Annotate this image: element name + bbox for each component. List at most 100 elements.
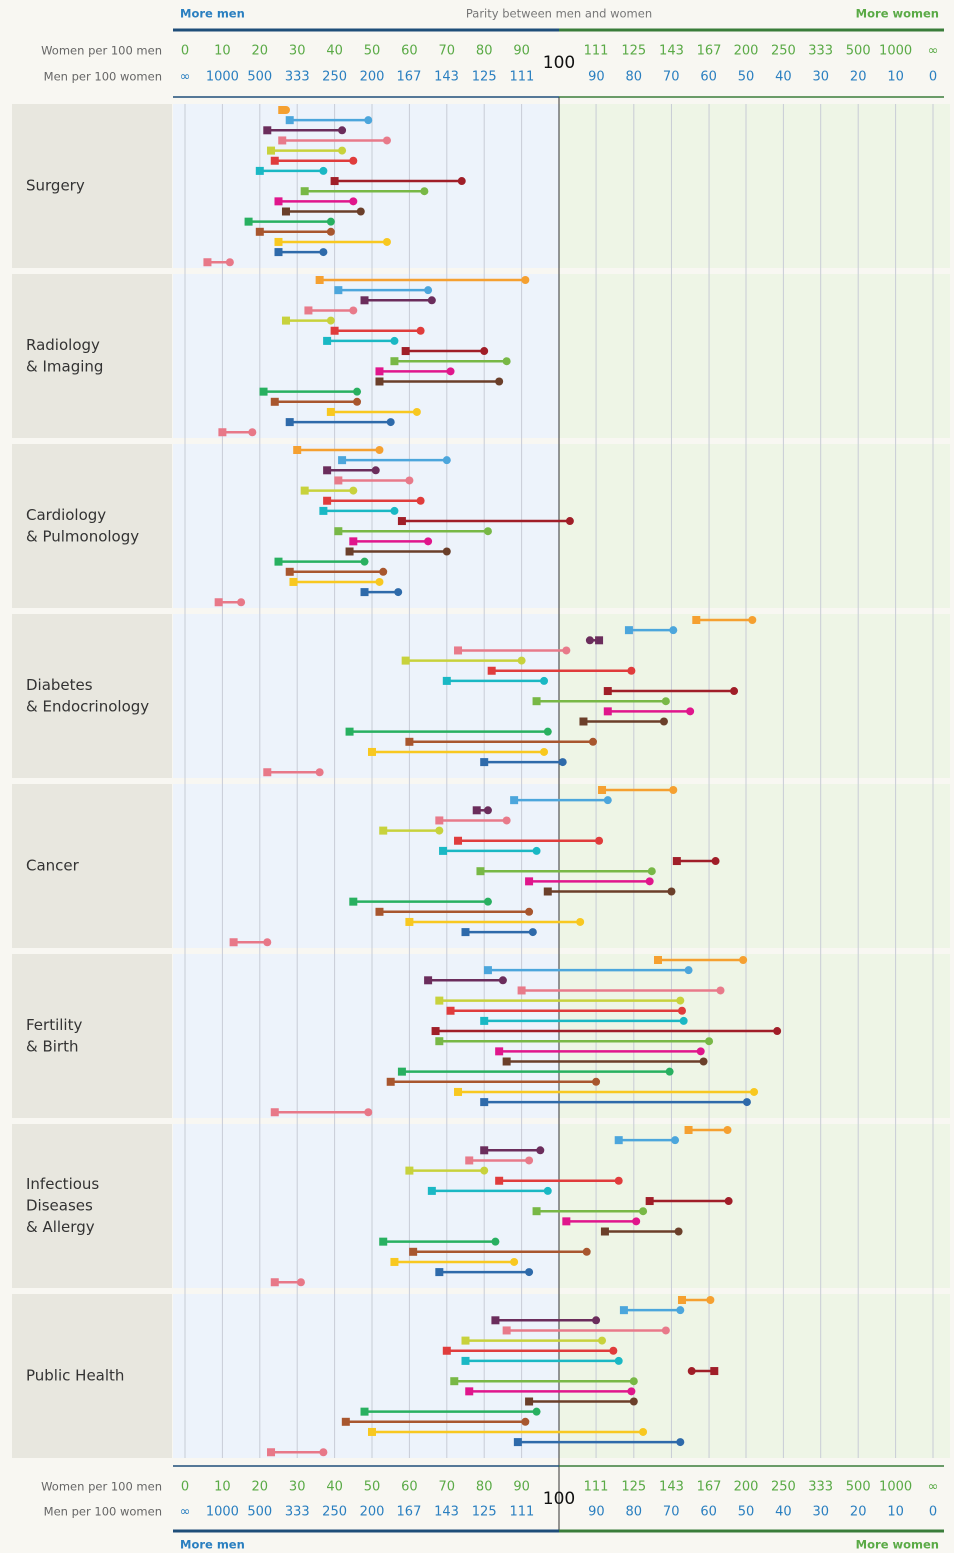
end-marker — [639, 1207, 648, 1216]
end-marker — [536, 1146, 545, 1155]
x-tick-label: 70 — [439, 1480, 456, 1495]
end-marker — [595, 836, 604, 845]
end-marker — [603, 796, 612, 805]
x2-tick-label: 10 — [887, 1505, 904, 1520]
end-marker — [502, 816, 511, 825]
axes: More men Parity between men and women Mo… — [26, 7, 944, 1552]
end-marker — [248, 428, 257, 437]
end-marker — [491, 1237, 500, 1246]
end-marker — [592, 1316, 601, 1325]
end-marker — [338, 126, 347, 135]
start-marker — [368, 1427, 376, 1436]
right-note: More women — [856, 1538, 939, 1552]
end-marker — [674, 1227, 683, 1236]
x2-tick-label: 30 — [813, 70, 830, 85]
x-tick-label: 20 — [252, 1480, 269, 1495]
start-marker — [323, 496, 332, 505]
start-marker — [710, 1367, 719, 1376]
end-marker — [390, 336, 399, 345]
panel-label-box — [12, 954, 172, 1118]
start-marker — [472, 806, 481, 815]
start-marker — [454, 646, 463, 655]
start-marker — [480, 1098, 489, 1107]
end-marker — [349, 486, 358, 495]
x2-tick-label: 125 — [472, 70, 497, 85]
end-marker — [281, 106, 290, 114]
end-marker — [589, 737, 597, 746]
panel-title: & Endocrinology — [26, 697, 149, 715]
start-marker — [338, 456, 347, 465]
end-marker — [405, 476, 414, 485]
x2-tick-label: 70 — [663, 1505, 680, 1520]
start-marker — [397, 517, 406, 526]
x-tick-label: 1000 — [879, 44, 912, 59]
x-tick-label: 10 — [214, 1480, 231, 1495]
x2-tick-label: 167 — [397, 70, 422, 85]
start-marker — [454, 836, 463, 845]
start-marker — [435, 996, 444, 1005]
x-tick-label: 500 — [846, 44, 871, 59]
panel-label-box — [12, 1294, 172, 1458]
start-marker — [517, 986, 526, 995]
start-marker — [390, 357, 399, 366]
x2-tick-label: 60 — [700, 70, 717, 85]
end-marker — [742, 1098, 751, 1107]
right-note: More women — [856, 7, 939, 21]
start-marker — [397, 1067, 406, 1076]
end-marker — [661, 697, 670, 706]
start-marker — [405, 917, 414, 926]
end-marker — [263, 938, 272, 947]
end-marker — [502, 357, 511, 366]
end-marker — [677, 1006, 686, 1015]
start-marker — [595, 636, 604, 645]
x-tick-label: 20 — [252, 44, 269, 59]
x-tick-label: 500 — [846, 1480, 871, 1495]
panel-title: & Allergy — [26, 1218, 95, 1236]
end-marker — [699, 1057, 708, 1066]
start-marker — [259, 387, 268, 396]
start-marker — [315, 276, 324, 284]
panel-title: Radiology — [26, 336, 100, 354]
start-marker — [495, 1047, 504, 1056]
panel-backgrounds — [12, 104, 950, 1458]
start-marker — [532, 697, 541, 706]
start-marker — [368, 747, 376, 756]
start-marker — [487, 666, 496, 675]
end-marker — [360, 557, 369, 566]
start-marker — [345, 727, 354, 736]
panel-women-side — [559, 104, 950, 268]
end-marker — [582, 1247, 591, 1256]
panel-women-side — [559, 274, 950, 438]
parity-label: 100 — [543, 53, 575, 73]
panel-women-side — [559, 784, 950, 948]
end-marker — [543, 727, 552, 736]
start-marker — [495, 1176, 504, 1185]
x-tick-label: 60 — [401, 1480, 418, 1495]
panel-title: Cancer — [26, 857, 80, 875]
x2-tick-label: 143 — [434, 1505, 459, 1520]
end-marker — [412, 407, 421, 416]
end-marker — [424, 537, 433, 546]
end-marker — [382, 136, 391, 145]
end-marker — [676, 1306, 685, 1315]
end-marker — [364, 1108, 373, 1117]
end-marker — [565, 517, 574, 526]
end-marker — [349, 156, 358, 165]
start-marker — [278, 136, 287, 145]
end-marker — [338, 146, 347, 155]
start-marker — [229, 938, 238, 947]
start-marker — [334, 476, 343, 485]
x2-tick-label: 70 — [663, 70, 680, 85]
start-marker — [427, 1186, 436, 1195]
end-marker — [684, 966, 693, 975]
end-marker — [711, 857, 720, 866]
start-marker — [598, 786, 607, 794]
start-marker — [579, 717, 588, 726]
start-marker — [672, 857, 681, 866]
start-marker — [281, 207, 290, 216]
x-tick-label: 80 — [476, 1480, 493, 1495]
panel-women-side — [559, 614, 950, 778]
panel-women-side — [559, 444, 950, 608]
x2-tick-label: 333 — [285, 1505, 310, 1520]
